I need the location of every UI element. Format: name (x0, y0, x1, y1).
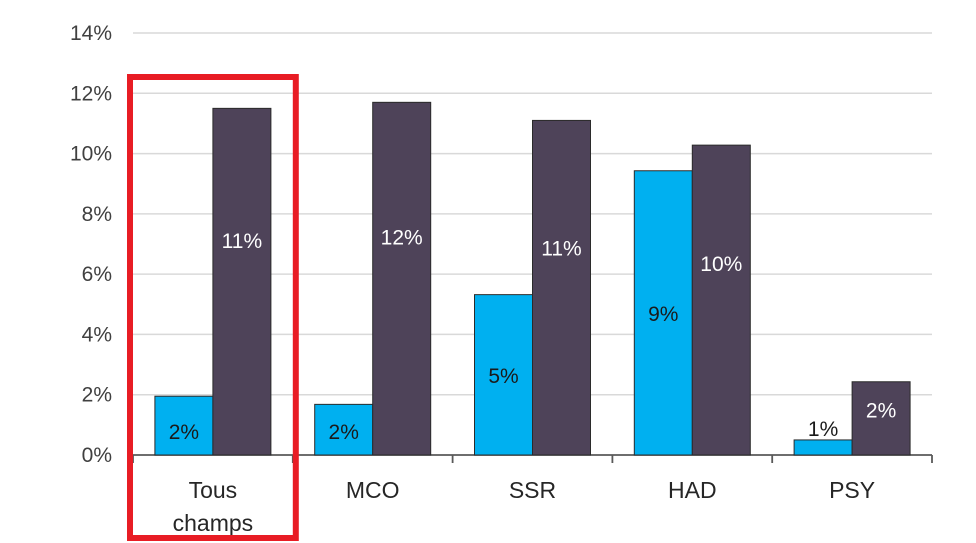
y-tick-label: 10% (70, 143, 112, 166)
data-label: 1% (808, 418, 838, 441)
bar-series-2 (212, 107, 272, 456)
x-tick-label: PSY (829, 477, 875, 503)
y-tick-label: 2% (82, 384, 112, 407)
data-label: 9% (648, 303, 678, 326)
x-tick-label: HAD (668, 477, 717, 503)
highlight (127, 74, 299, 541)
data-label: 11% (222, 230, 262, 253)
bar-series-1 (793, 439, 853, 456)
highlight-box (127, 74, 299, 541)
bar-series-2 (691, 144, 751, 456)
y-tick-label: 14% (70, 22, 112, 45)
data-label: 2% (329, 421, 359, 444)
y-tick-label: 8% (82, 203, 112, 226)
data-label: 10% (700, 253, 742, 276)
bar-series-2 (851, 381, 911, 456)
y-tick-label: 6% (82, 263, 112, 286)
bar-series-1 (474, 294, 533, 456)
y-tick-label: 0% (82, 444, 112, 467)
data-label: 11% (541, 238, 581, 261)
data-label: 2% (866, 400, 896, 423)
data-label: 12% (381, 226, 423, 249)
x-tick-label: Tous champs (173, 477, 254, 536)
bars (154, 101, 911, 456)
x-tick-label: MCO (346, 477, 400, 503)
data-label: 5% (488, 365, 518, 388)
x-tick-label: SSR (509, 477, 556, 503)
axes: 0% 2% 4% 6% 8% 10% 12% 14% Tous champs MCO SSR HAD PS… (70, 22, 933, 536)
bar-series-2 (372, 101, 432, 456)
data-labels: 2% 2% 5% 9% 1% 11% 12% 11% 10% 2% (169, 226, 897, 444)
y-tick-label: 12% (70, 82, 112, 105)
bar-series-2 (532, 119, 591, 456)
data-label: 2% (169, 421, 199, 444)
y-tick-label: 4% (82, 323, 112, 346)
